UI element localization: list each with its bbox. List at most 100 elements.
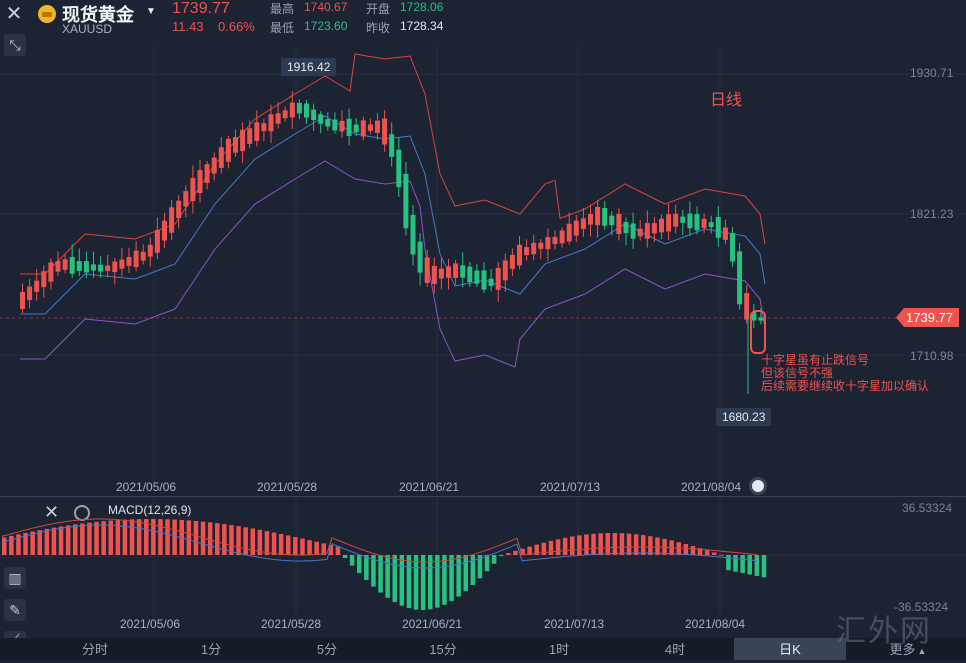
timeframe-tabbar [0,638,966,660]
macd-bar-104 [733,555,738,572]
candle-body-28 [211,157,217,174]
candle-body-45 [332,119,338,131]
chevron-down-icon[interactable]: ▼ [146,6,156,17]
macd-bar-106 [747,555,752,575]
macd-bar-20 [136,519,142,555]
macd-bar-77 [541,542,547,555]
annotation-line-3: 后续需要继续收十字星加以确认 [761,379,930,393]
macd-bar-108 [761,555,767,578]
macd-bar-58 [406,555,412,609]
macd-bar-82 [577,535,582,555]
x-tick-1: 2021/05/06 [116,480,177,494]
macd-bar-22 [151,519,156,555]
close-icon[interactable]: ✕ [5,3,23,25]
candle-body-82 [595,206,601,226]
candle-body-32 [240,129,246,152]
candle-style-icon[interactable]: ▥ [4,567,26,589]
candle-body-44 [325,119,331,127]
macd-bar-39 [271,532,277,555]
macd-bar-17 [115,520,121,555]
tab-timeshare[interactable]: 分时 [81,642,108,657]
macd-bar-37 [257,529,263,555]
symbol-name[interactable]: 现货黄金 [62,5,134,25]
macd-bar-74 [520,548,525,555]
panel-divider [0,496,966,497]
macd-bar-56 [392,555,397,603]
candle-body-81 [588,213,593,225]
annotation-line-2: 但该信号不强 [761,366,834,380]
candle-body-43 [318,114,324,124]
current-price-tag: 1739.77 [896,308,959,327]
macd-bar-35 [243,527,248,555]
tab-5min[interactable]: 5分 [316,642,338,657]
candle-body-52 [382,118,388,145]
tab-daily[interactable]: 日K [734,638,846,660]
macd-bar-5 [30,531,35,555]
low-value: 1723.60 [304,19,348,33]
macd-bar-91 [641,535,646,555]
price-change-percent: 0.66% [218,19,255,34]
candle-body-69 [502,260,508,281]
macd-bar-7 [44,528,50,555]
macd-bar-55 [385,555,390,598]
macd-bar-60 [420,555,426,610]
macd-bar-2 [9,535,14,555]
candle-body-93 [673,213,679,227]
candle-body-85 [616,213,622,235]
prev-close-value: 1728.34 [400,19,444,33]
macd-bar-32 [222,524,227,555]
candle-body-95 [687,213,693,229]
macd-bar-27 [186,520,192,555]
candle-body-11 [91,264,96,271]
candle-body-74 [538,242,544,249]
candle-body-34 [254,122,260,141]
candle-body-8 [69,256,75,274]
macd-bar-69 [484,555,490,572]
macd-bar-47 [328,545,334,555]
candle-body-58 [424,257,430,283]
candle-body-100 [722,227,728,240]
candle-body-3 [34,280,40,292]
candle-body-30 [225,138,231,162]
candle-body-41 [304,103,309,118]
tab-1hour[interactable]: 1时 [548,642,570,657]
candle-body-55 [403,173,409,229]
macd-bar-63 [442,555,447,605]
macd-bar-24 [165,519,170,555]
macd-bar-10 [65,525,71,555]
macd-bar-13 [87,522,92,555]
pencil-draw-icon[interactable]: ✎ [4,599,26,621]
macd-bar-48 [335,546,341,555]
candle-body-67 [488,278,494,286]
macd-bar-98 [690,546,696,555]
candle-body-25 [190,178,196,202]
candle-body-61 [446,266,451,278]
macd-bar-89 [626,533,632,555]
candle-body-6 [55,261,61,272]
candle-body-13 [105,265,111,272]
tab-more[interactable]: 更多 ▲ [878,638,938,660]
macd-bar-65 [456,555,461,597]
macd-bar-100 [704,550,710,555]
candle-body-70 [509,254,515,269]
tab-15min[interactable]: 15分 [429,642,457,657]
crosshair-handle[interactable] [752,480,764,492]
candle-body-49 [360,120,366,137]
macd-bar-93 [655,537,660,555]
candle-body-17 [133,250,139,267]
candle-body-99 [715,216,721,238]
macd-bar-78 [548,540,554,555]
close-indicator-icon[interactable]: ✕ [44,502,60,522]
macd-bar-107 [754,555,760,576]
collapse-arrows-icon[interactable]: ⤡ [4,34,26,56]
tab-4hour[interactable]: 4时 [664,642,686,657]
candle-body-19 [147,244,153,257]
tab-1min[interactable]: 1分 [200,642,222,657]
x-tick-3: 2021/06/21 [399,480,460,494]
macd-bar-73 [513,550,518,555]
candle-body-76 [552,236,558,245]
macd-bar-11 [73,524,78,555]
macd-bar-46 [321,543,326,555]
candle-body-42 [311,109,317,121]
candle-body-65 [474,270,480,284]
